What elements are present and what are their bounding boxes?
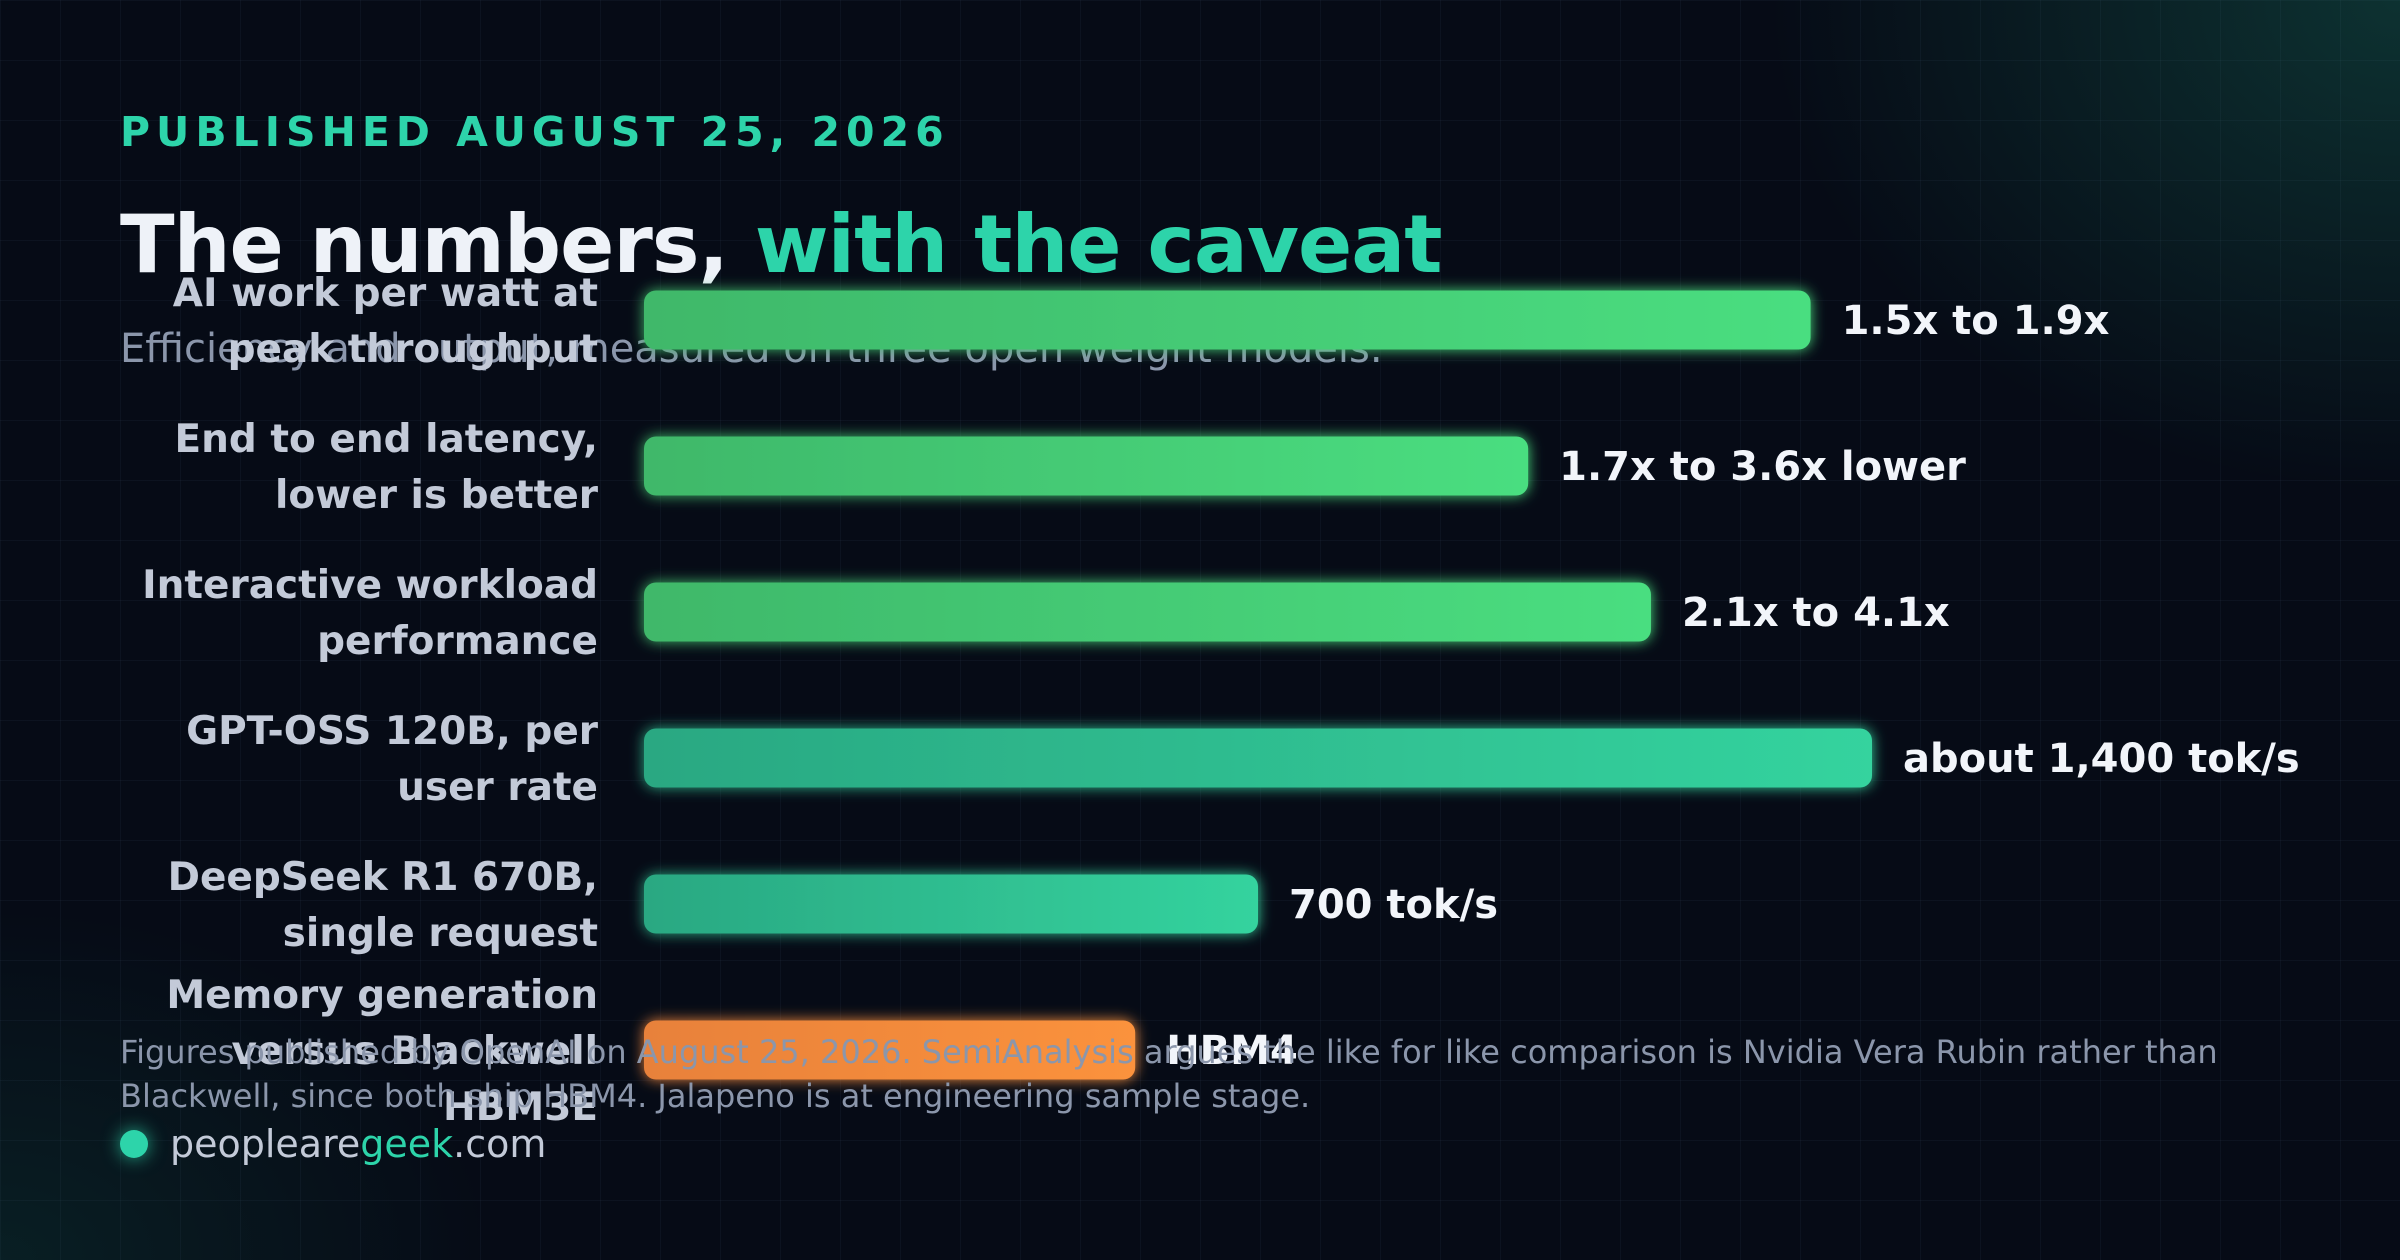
bar	[644, 728, 1872, 788]
category-label-line: HBM3E	[443, 1085, 598, 1130]
category-label-line: single request	[283, 911, 598, 956]
bar	[644, 874, 1258, 934]
category-label-line: Memory generation	[166, 973, 598, 1018]
bar	[644, 436, 1529, 496]
value-label: 2.1x to 4.1x	[1682, 590, 1950, 636]
value-label: 700 tok/s	[1289, 882, 1498, 928]
category-label-line: AI work per watt at	[173, 271, 598, 316]
value-label: 1.7x to 3.6x lower	[1559, 444, 1966, 490]
category-label-line: GPT-OSS 120B, per	[186, 709, 599, 754]
category-label: GPT-OSS 120B, per user rate	[186, 709, 599, 810]
brand-part-1: peopleare	[170, 1122, 361, 1166]
footnote: Figures published by OpenAI on August 25…	[120, 1033, 2218, 1115]
category-label-line: Interactive workload	[142, 563, 598, 608]
category-label-line: peak throughput	[228, 327, 598, 372]
brand-name: peoplearegeek.com	[170, 1122, 546, 1166]
bar	[644, 1020, 1136, 1080]
category-label-line: lower is better	[275, 473, 599, 518]
brand-dot-icon	[120, 1130, 148, 1158]
brand-part-3: .com	[453, 1122, 547, 1166]
bar	[644, 290, 1811, 350]
category-label-line: DeepSeek R1 670B,	[168, 855, 598, 900]
category-label: End to end latency, lower is better	[175, 417, 599, 518]
category-label: AI work per watt at peak throughput	[173, 271, 598, 372]
category-label-line: performance	[317, 619, 598, 664]
brand[interactable]: peoplearegeek.com	[120, 1122, 546, 1166]
category-label: DeepSeek R1 670B, single request	[168, 855, 598, 956]
value-label: 1.5x to 1.9x	[1842, 298, 2110, 344]
brand-part-2: geek	[360, 1122, 454, 1166]
title-accent: with the caveat	[754, 198, 1443, 291]
value-label: HBM4	[1166, 1028, 1298, 1074]
category-label-line: versus Blackwell	[231, 1029, 598, 1074]
value-label: about 1,400 tok/s	[1903, 736, 2300, 782]
bar	[644, 582, 1651, 642]
category-label-line: End to end latency,	[175, 417, 599, 462]
published-date: PUBLISHED AUGUST 25, 2026	[120, 108, 950, 156]
title-main: The numbers,	[120, 198, 755, 291]
category-label: Interactive workload performance	[142, 563, 598, 664]
page-title: The numbers, with the caveat	[120, 198, 1443, 291]
category-label-line: user rate	[397, 765, 598, 810]
category-label: Memory generation versus Blackwell HBM3E	[166, 973, 598, 1130]
